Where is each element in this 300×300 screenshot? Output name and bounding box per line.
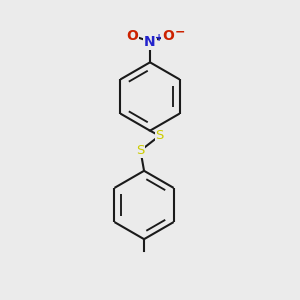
Text: O: O (163, 28, 174, 43)
Text: N: N (144, 34, 156, 49)
Text: S: S (136, 144, 145, 157)
Text: S: S (155, 129, 164, 142)
Text: −: − (175, 26, 185, 38)
Text: +: + (155, 33, 164, 43)
Text: O: O (126, 28, 138, 43)
